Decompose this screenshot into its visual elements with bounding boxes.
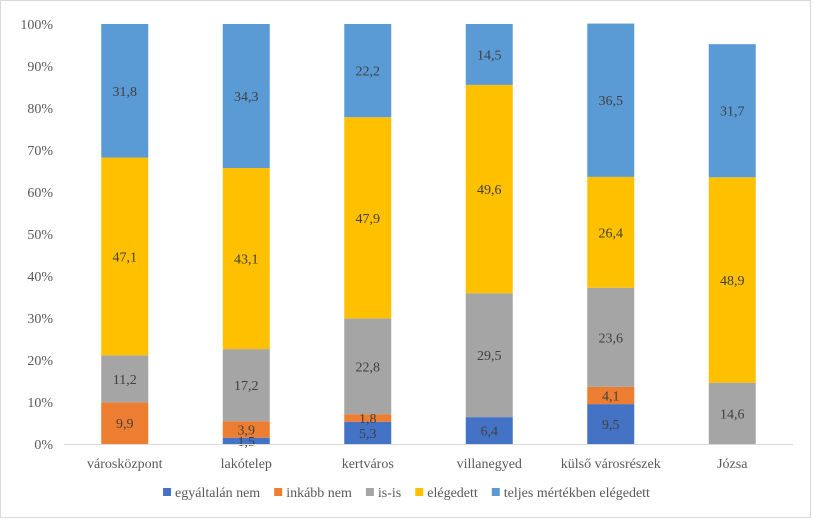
data-label: 31,8 bbox=[113, 85, 138, 100]
legend-label: elégedett bbox=[427, 486, 478, 501]
bar-segment bbox=[344, 24, 392, 118]
axis-layer: 0% 10% 20% 30% 40% 50% 60% 70% 80% 90% 100% városkö… bbox=[20, 18, 793, 472]
legend-swatch bbox=[365, 488, 374, 496]
x-tick-label: kertváros bbox=[342, 457, 394, 472]
bar-segment bbox=[344, 421, 392, 444]
legend-label: egyáltalán nem bbox=[175, 486, 260, 501]
data-label: 22,2 bbox=[356, 65, 381, 80]
bar-segment bbox=[708, 382, 756, 444]
data-label: 17,2 bbox=[234, 379, 259, 394]
bar-segment bbox=[587, 176, 635, 288]
data-label: 14,6 bbox=[720, 407, 745, 422]
data-label: 22,8 bbox=[356, 360, 381, 375]
legend-label: is-is bbox=[378, 486, 401, 501]
legend-swatch bbox=[163, 488, 172, 496]
data-labels-layer: 9,9 11,2 47,1 31,8 1,53,9 17,2 43,1 34,3 5,31,8 2… bbox=[113, 48, 745, 449]
legend-swatch bbox=[491, 488, 500, 496]
data-label: 9,5 bbox=[602, 418, 620, 433]
y-tick-label: 90% bbox=[27, 60, 53, 75]
bar-segment bbox=[344, 318, 392, 415]
data-label: 14,5 bbox=[477, 48, 502, 63]
bar-segment bbox=[222, 24, 270, 169]
legend-swatch bbox=[274, 488, 283, 496]
y-tick-label: 40% bbox=[27, 270, 53, 285]
y-tick-label: 10% bbox=[27, 396, 53, 411]
bar-segment bbox=[222, 437, 270, 444]
data-label: 1,5 bbox=[238, 435, 256, 450]
data-label: 9,9 bbox=[116, 417, 134, 432]
y-tick-label: 70% bbox=[27, 144, 53, 159]
data-label: 29,5 bbox=[477, 349, 502, 364]
x-tick-label: lakótelep bbox=[221, 457, 272, 472]
legend-label: inkább nem bbox=[286, 486, 352, 501]
y-tick-label: 50% bbox=[27, 228, 53, 243]
bar-segment bbox=[101, 157, 149, 356]
legend-label: teljes mértékben elégedett bbox=[504, 486, 650, 501]
bar-segment bbox=[708, 44, 756, 178]
data-label: 36,5 bbox=[599, 94, 624, 109]
bar-segment bbox=[344, 117, 392, 319]
bar-segment bbox=[101, 402, 149, 444]
legend-swatch bbox=[415, 488, 424, 496]
legend-item: egyáltalán nem bbox=[163, 486, 260, 501]
bar-segment bbox=[587, 23, 635, 177]
y-tick-label: 60% bbox=[27, 186, 53, 201]
data-label: 6,4 bbox=[481, 425, 499, 440]
y-tick-label: 80% bbox=[27, 102, 53, 117]
bar-segment bbox=[465, 84, 513, 294]
x-tick-label: városközpont bbox=[87, 457, 163, 472]
y-tick-label: 0% bbox=[34, 438, 53, 453]
legend-item: is-is bbox=[365, 486, 401, 501]
legend-item: elégedett bbox=[415, 486, 478, 501]
bar-segment bbox=[587, 287, 635, 387]
data-label: 3,9 bbox=[238, 424, 256, 439]
data-label: 1,8 bbox=[359, 412, 377, 427]
bars-layer bbox=[101, 23, 756, 444]
bar-segment bbox=[465, 24, 513, 85]
x-tick-label: külső városrészek bbox=[561, 457, 661, 472]
bar-segment bbox=[708, 177, 756, 383]
bar-segment bbox=[222, 349, 270, 422]
bar-segment bbox=[465, 293, 513, 418]
bar-segment bbox=[101, 24, 149, 158]
data-label: 34,3 bbox=[234, 90, 259, 105]
x-tick-label: Józsa bbox=[717, 457, 748, 472]
bar-segment bbox=[222, 168, 270, 350]
y-tick-label: 100% bbox=[20, 18, 53, 33]
legend-item: teljes mértékben elégedett bbox=[491, 486, 650, 501]
bar-segment bbox=[101, 355, 149, 403]
bar-segment bbox=[587, 386, 635, 405]
bar-segment bbox=[587, 404, 635, 444]
legend: egyáltalán nem inkább nem is-is elégedett te… bbox=[163, 486, 650, 501]
data-label: 11,2 bbox=[113, 373, 137, 388]
data-label: 23,6 bbox=[599, 331, 624, 346]
data-label: 26,4 bbox=[599, 226, 624, 241]
data-label: 5,3 bbox=[359, 427, 377, 442]
data-label: 49,6 bbox=[477, 183, 502, 198]
y-tick-label: 30% bbox=[27, 312, 53, 327]
data-label: 47,1 bbox=[113, 250, 138, 265]
bar-segment bbox=[222, 421, 270, 438]
data-label: 4,1 bbox=[602, 389, 620, 404]
x-tick-label: villanegyed bbox=[457, 457, 522, 472]
legend-item: inkább nem bbox=[274, 486, 352, 501]
data-label: 43,1 bbox=[234, 253, 259, 268]
bar-segment bbox=[344, 414, 392, 422]
bar-segment bbox=[465, 417, 513, 444]
y-tick-label: 20% bbox=[27, 354, 53, 369]
data-label: 48,9 bbox=[720, 274, 745, 289]
data-label: 31,7 bbox=[720, 105, 745, 120]
data-label: 47,9 bbox=[356, 212, 381, 227]
